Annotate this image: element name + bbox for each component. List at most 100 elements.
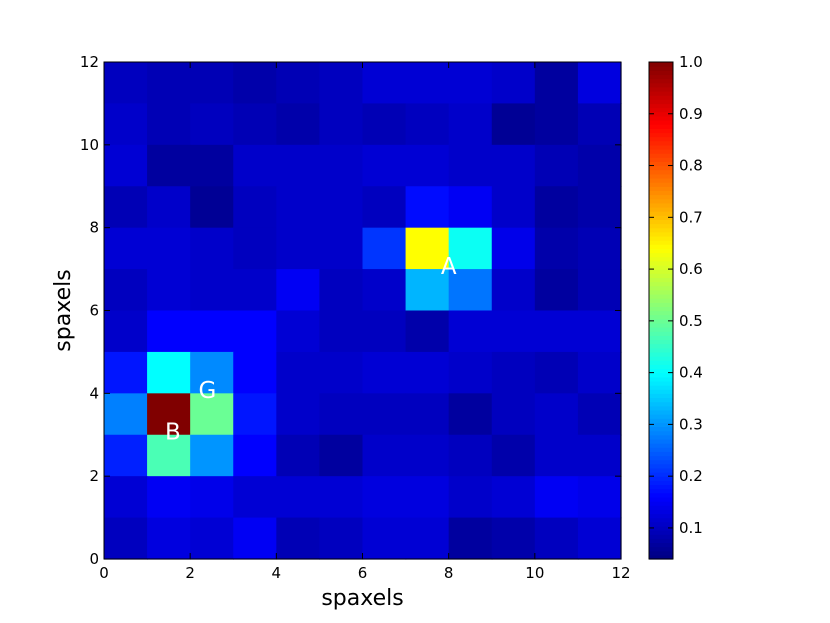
- colorbar-segment: [649, 480, 673, 486]
- heatmap-cells: [104, 62, 622, 560]
- heatmap-cell: [233, 351, 277, 394]
- heatmap-cell: [448, 62, 493, 105]
- heatmap-cell: [190, 186, 234, 229]
- heatmap-cell: [104, 227, 148, 270]
- colorbar-segment: [649, 455, 673, 461]
- heatmap-cell: [319, 517, 364, 560]
- heatmap-cell: [104, 476, 148, 519]
- colorbar-segment: [649, 318, 673, 324]
- heatmap-cell: [319, 62, 364, 105]
- heatmap-cell: [577, 434, 622, 477]
- heatmap-cell: [405, 476, 450, 519]
- heatmap-cell: [577, 393, 622, 436]
- colorbar-segment: [649, 360, 673, 365]
- colorbar-segment: [649, 115, 673, 121]
- colorbar-segment: [649, 405, 673, 411]
- heatmap-cell: [577, 269, 622, 312]
- heatmap-cell: [233, 393, 277, 436]
- heatmap-cell: [276, 476, 321, 519]
- colorbar-segment: [649, 447, 673, 452]
- heatmap-cell: [491, 227, 536, 270]
- colorbar-segment: [649, 211, 673, 216]
- heatmap-cell: [405, 434, 450, 477]
- colorbar-segment: [649, 310, 673, 316]
- colorbar-gradient: [649, 62, 673, 560]
- heatmap-cell: [190, 434, 234, 477]
- heatmap-cell: [319, 476, 364, 519]
- colorbar-tick-label: 0.5: [679, 312, 703, 330]
- heatmap-cell: [577, 351, 622, 394]
- colorbar-segment: [649, 364, 673, 370]
- heatmap-cell: [405, 393, 450, 436]
- heatmap-cell: [362, 310, 407, 353]
- heatmap-cell: [147, 269, 191, 312]
- heatmap-cell: [448, 103, 493, 146]
- heatmap-cell: [276, 393, 321, 436]
- heatmap-cell: [362, 144, 407, 187]
- colorbar-segment: [649, 327, 673, 332]
- heatmap-cell: [190, 103, 234, 146]
- colorbar-tick-label: 0.4: [679, 364, 703, 382]
- heatmap-cell: [319, 310, 364, 353]
- colorbar-segment: [649, 409, 673, 415]
- heatmap-cell: [405, 62, 450, 105]
- heatmap-cell: [362, 517, 407, 560]
- colorbar-tick-label: 0.8: [679, 157, 703, 175]
- colorbar-segment: [649, 509, 673, 515]
- heatmap-cell: [362, 62, 407, 105]
- heatmap-cell: [448, 434, 493, 477]
- heatmap-cell: [147, 393, 191, 436]
- heatmap-cell: [448, 227, 493, 270]
- heatmap-cell: [534, 103, 579, 146]
- colorbar-segment: [649, 501, 673, 506]
- heatmap-cell: [276, 351, 321, 394]
- colorbar-segment: [649, 198, 673, 204]
- heatmap-cell: [491, 144, 536, 187]
- colorbar-segment: [649, 90, 673, 96]
- colorbar-segment: [649, 347, 673, 353]
- x-axis-label: spaxels: [321, 586, 403, 611]
- y-axis-label: spaxels: [51, 269, 76, 351]
- colorbar-segment: [649, 472, 673, 477]
- colorbar-segment: [649, 215, 673, 220]
- y-tick-label: 8: [89, 219, 99, 237]
- heatmap-cell: [534, 517, 579, 560]
- colorbar-segment: [649, 293, 673, 299]
- heatmap-cell: [190, 62, 234, 105]
- heatmap-cell: [534, 393, 579, 436]
- colorbar-segment: [649, 66, 673, 71]
- heatmap-cell: [448, 144, 493, 187]
- heatmap-cell: [104, 517, 148, 560]
- colorbar-segment: [649, 534, 673, 539]
- heatmap-cell: [190, 351, 234, 394]
- heatmap-cell: [147, 476, 191, 519]
- heatmap-cell: [577, 62, 622, 105]
- colorbar-tick-label: 1.0: [679, 53, 703, 71]
- heatmap-cell: [233, 103, 277, 146]
- colorbar-segment: [649, 401, 673, 407]
- colorbar-segment: [649, 554, 673, 560]
- colorbar-segment: [649, 467, 673, 473]
- colorbar-segment: [649, 128, 673, 134]
- heatmap-cell: [362, 434, 407, 477]
- colorbar-tick-label: 0.1: [679, 519, 703, 537]
- colorbar-segment: [649, 206, 673, 212]
- heatmap-cell: [534, 62, 579, 105]
- heatmap-cell: [362, 186, 407, 229]
- colorbar-segment: [649, 227, 673, 233]
- heatmap-cell: [448, 310, 493, 353]
- annotations: A GB: [165, 254, 457, 446]
- colorbar-segment: [649, 513, 673, 519]
- colorbar-segment: [649, 78, 673, 84]
- heatmap-cell: [405, 227, 450, 270]
- heatmap-cell: [534, 476, 579, 519]
- heatmap-cell: [405, 269, 450, 312]
- colorbar-segment: [649, 182, 673, 187]
- heatmap-cell: [190, 476, 234, 519]
- heatmap-cell: [491, 393, 536, 436]
- colorbar-segment: [649, 517, 673, 523]
- heatmap-cell: [147, 144, 191, 187]
- colorbar-segment: [649, 306, 673, 312]
- colorbar-segment: [649, 273, 673, 278]
